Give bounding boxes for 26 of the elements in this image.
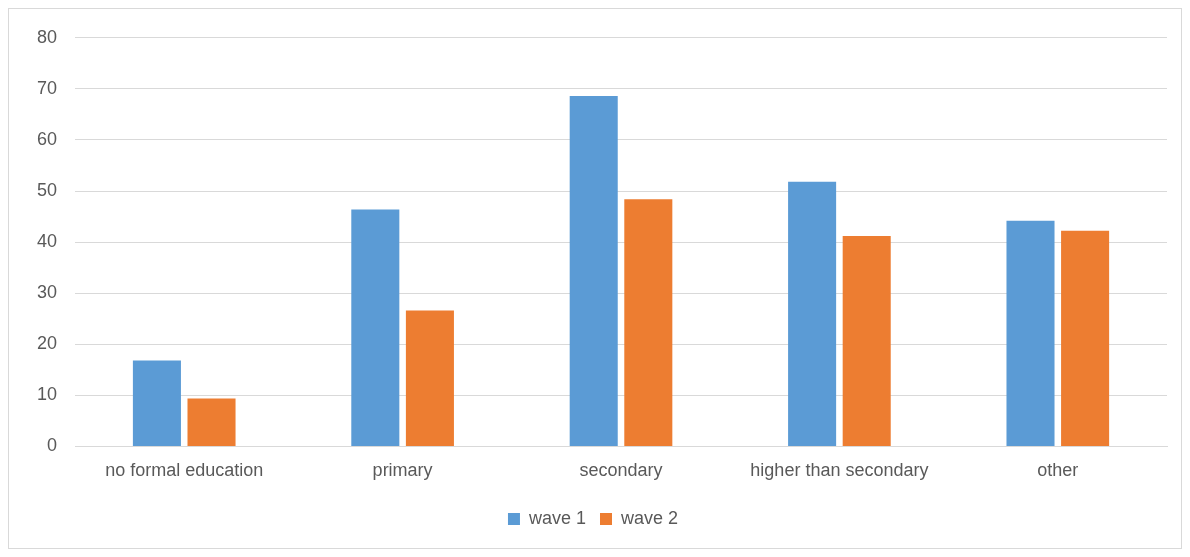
y-tick-label: 0 bbox=[47, 435, 58, 456]
y-tick-label: 50 bbox=[36, 179, 58, 200]
x-tick-label: higher than secondary bbox=[750, 460, 929, 481]
bar bbox=[624, 199, 673, 446]
x-tick-label: other bbox=[1037, 460, 1079, 481]
legend-label: wave 2 bbox=[620, 507, 679, 528]
bar bbox=[569, 96, 618, 446]
y-tick-label: 30 bbox=[36, 282, 58, 303]
legend-label: wave 1 bbox=[527, 507, 587, 528]
y-tick-label: 20 bbox=[36, 333, 58, 354]
bar bbox=[788, 181, 837, 446]
bar bbox=[405, 310, 454, 446]
bar bbox=[351, 209, 400, 446]
x-tick-label: no formal education bbox=[105, 460, 264, 481]
y-tick-label: 80 bbox=[36, 26, 58, 47]
y-tick-label: 40 bbox=[36, 231, 58, 252]
bar bbox=[1061, 230, 1110, 446]
bar bbox=[842, 235, 891, 446]
y-tick-label: 60 bbox=[36, 128, 58, 149]
bar bbox=[187, 398, 236, 446]
x-tick-label: primary bbox=[372, 460, 433, 481]
y-tick-label: 10 bbox=[36, 384, 58, 405]
bar bbox=[1006, 220, 1055, 446]
y-tick-label: 70 bbox=[36, 77, 58, 98]
x-tick-label: secondary bbox=[579, 460, 663, 481]
bar bbox=[132, 360, 181, 446]
